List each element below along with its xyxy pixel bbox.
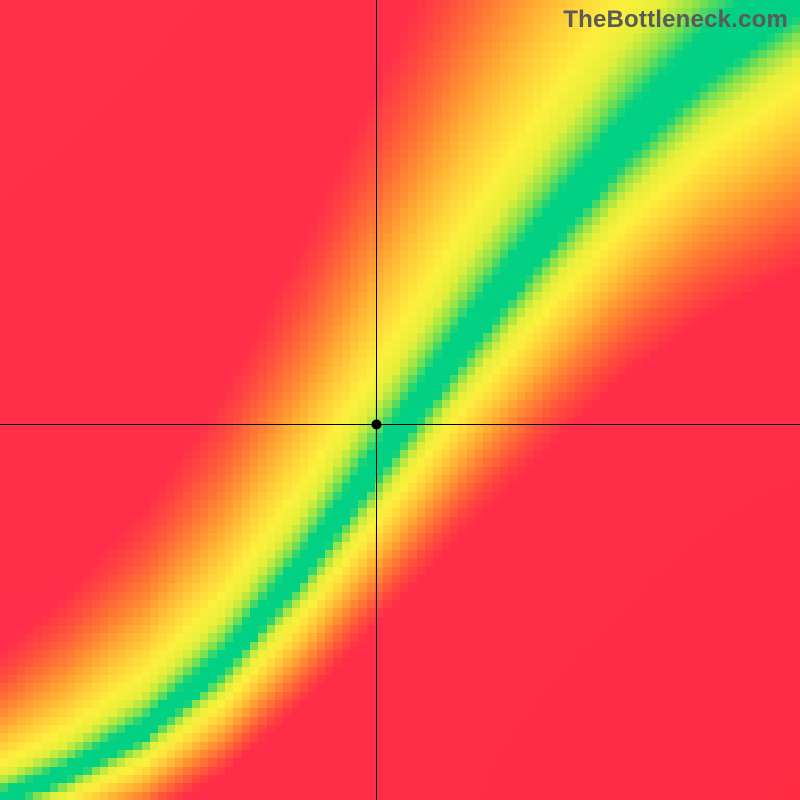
bottleneck-heatmap — [0, 0, 800, 800]
figure-container: TheBottleneck.com — [0, 0, 800, 800]
watermark-text: TheBottleneck.com — [563, 6, 788, 34]
